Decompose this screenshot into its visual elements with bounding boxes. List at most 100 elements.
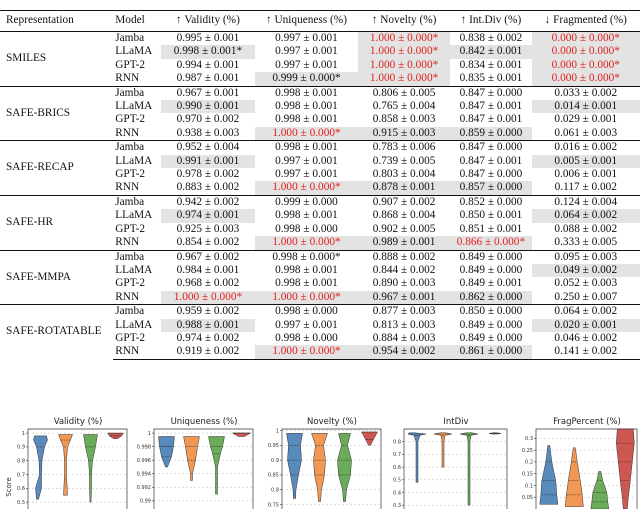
y-tick-label: 0.1 <box>525 483 533 489</box>
fragmented-cell: 0.124 ± 0.004 <box>531 194 640 210</box>
validity-cell: 0.967 ± 0.001 <box>160 85 256 101</box>
uniqueness-cell: 0.998 ± 0.000 <box>255 304 358 319</box>
novelty-cell: 0.888 ± 0.002 <box>357 249 451 264</box>
validity-cell: 0.974 ± 0.002 <box>176 331 240 344</box>
y-tick-label: 0.6 <box>17 486 25 492</box>
header-validity: ↑ Validity (%) <box>160 10 256 32</box>
table-row: LLaMA 0.974 ± 0.001 0.998 ± 0.001 0.868 ± 0… <box>0 209 640 223</box>
intdiv-cell: 0.849 ± 0.000 <box>459 331 523 344</box>
axes-frame <box>535 428 638 509</box>
violin-gpt2 <box>337 433 352 502</box>
fragmented-cell: 0.016 ± 0.002 <box>531 140 640 155</box>
novelty-cell: 0.877 ± 0.003 <box>357 304 451 319</box>
violin-llama <box>58 434 73 496</box>
novelty-cell: 0.783 ± 0.006 <box>357 140 451 155</box>
fragmented-cell: 0.333 ± 0.005 <box>554 236 618 249</box>
y-tick-label: 0.05 <box>522 495 533 501</box>
uniqueness-cell: 0.998 ± 0.001 <box>255 140 358 155</box>
intdiv-cell: 0.835 ± 0.001 <box>459 72 523 85</box>
violin-llama <box>311 433 328 502</box>
model-cell: RNN <box>113 345 161 360</box>
novelty-cell: 0.739 ± 0.005 <box>372 154 436 167</box>
table-row: SAFE-HR Jamba 0.942 ± 0.002 0.999 ± 0.000 0.… <box>0 194 640 250</box>
table-row: RNN 0.987 ± 0.001 0.999 ± 0.000* 1.000 ± 0.… <box>0 72 640 87</box>
panel-title: Novelty (%) <box>307 417 357 427</box>
y-tick-label: 0.6 <box>393 465 401 471</box>
validity-cell: 0.990 ± 0.001 <box>160 100 256 114</box>
violin-plot-figure: Validity (%) 1 0.9 0.8 0.7 0.6 0.5 Score Uniquen… <box>0 410 640 509</box>
novelty-cell: 1.000 ± 0.000* <box>357 45 451 59</box>
intdiv-cell: 0.850 ± 0.001 <box>459 209 523 222</box>
intdiv-cell: 0.849 ± 0.000 <box>450 249 532 264</box>
y-tick-label: 0.3 <box>525 436 533 442</box>
representation-cell: SAFE-MMPA <box>0 249 114 305</box>
novelty-cell: 0.967 ± 0.001 <box>357 290 451 305</box>
validity-cell: 0.883 ± 0.002 <box>176 181 240 194</box>
fragmented-cell: 0.095 ± 0.003 <box>531 249 640 264</box>
novelty-cell: 0.878 ± 0.001 <box>357 181 451 196</box>
model-cell: RNN <box>115 126 140 139</box>
y-tick-label: 0.75 <box>268 502 279 508</box>
uniqueness-cell: 0.998 ± 0.001 <box>275 100 338 113</box>
y-tick-label: 0.992 <box>137 485 151 491</box>
uniqueness-cell: 0.999 ± 0.000* <box>255 72 358 87</box>
table-row: LLaMA 0.990 ± 0.001 0.998 ± 0.001 0.765 ± 0… <box>0 100 640 114</box>
intdiv-cell: 0.847 ± 0.001 <box>459 100 523 113</box>
y-tick-label: 0.7 <box>393 452 401 458</box>
fragmented-cell: 0.000 ± 0.000* <box>531 58 640 73</box>
header-uniqueness: ↑ Uniqueness (%) <box>255 10 358 32</box>
violin-gpt2 <box>459 432 479 506</box>
model-cell: LLaMA <box>115 209 153 222</box>
table-row: RNN 1.000 ± 0.000* 1.000 ± 0.000* 0.967 ± 0… <box>0 290 640 305</box>
uniqueness-cell: 0.997 ± 0.001 <box>275 168 338 181</box>
violin-jamba <box>33 435 48 500</box>
novelty-cell: 1.000 ± 0.000* <box>357 31 451 46</box>
model-cell: Jamba <box>113 85 161 101</box>
model-cell: RNN <box>115 181 140 194</box>
uniqueness-cell: 1.000 ± 0.000* <box>255 236 358 250</box>
table-row: RNN 0.854 ± 0.002 1.000 ± 0.000* 0.989 ± 0.… <box>0 236 640 250</box>
table-row: RNN 0.883 ± 0.002 1.000 ± 0.000* 0.878 ± 0.… <box>0 181 640 196</box>
intdiv-cell: 0.852 ± 0.000 <box>450 194 532 210</box>
model-cell: GPT-2 <box>115 58 145 71</box>
y-tick-label: 1 <box>22 431 25 437</box>
fragmented-cell: 0.029 ± 0.001 <box>554 113 618 126</box>
violin-gpt2 <box>590 471 610 509</box>
validity-cell: 0.967 ± 0.002 <box>160 249 256 264</box>
y-tick-label: 0.15 <box>522 472 533 478</box>
validity-cell: 0.994 ± 0.001 <box>176 58 240 71</box>
header-novelty: ↑ Novelty (%) <box>357 10 451 32</box>
table-row: SAFE-RECAP Jamba 0.952 ± 0.004 0.998 ± 0.00… <box>0 140 640 196</box>
intdiv-cell: 0.851 ± 0.001 <box>459 222 523 235</box>
y-tick-label: 0.95 <box>268 443 279 449</box>
uniqueness-cell: 0.997 ± 0.001 <box>275 58 338 71</box>
validity-cell: 0.959 ± 0.002 <box>160 304 256 319</box>
validity-cell: 1.000 ± 0.000* <box>160 290 256 305</box>
fragmented-cell: 0.052 ± 0.003 <box>554 277 618 290</box>
validity-cell: 0.974 ± 0.001 <box>160 209 256 223</box>
violin-rnn <box>616 428 635 509</box>
intdiv-cell: 0.834 ± 0.001 <box>459 58 523 71</box>
violin-jamba <box>286 433 303 499</box>
table-row: SAFE-BRICS Jamba 0.967 ± 0.001 0.998 ± 0.00… <box>0 85 640 141</box>
validity-cell: 0.942 ± 0.002 <box>160 194 256 210</box>
validity-cell: 0.978 ± 0.002 <box>176 168 240 181</box>
validity-cell: 0.991 ± 0.001 <box>160 154 256 169</box>
table-row: RNN 0.919 ± 0.002 1.000 ± 0.000* 0.954 ± 0.… <box>0 345 640 360</box>
table-row: LLaMA 0.991 ± 0.001 0.997 ± 0.001 0.739 ± 0… <box>0 154 640 169</box>
novelty-cell: 1.000 ± 0.000* <box>357 72 451 87</box>
y-tick-label: 0.8 <box>393 439 401 445</box>
table-row: GPT-2 0.974 ± 0.002 0.998 ± 0.000 0.884 ± 0… <box>0 332 640 345</box>
uniqueness-cell: 1.000 ± 0.000* <box>255 181 358 196</box>
violin-jamba <box>539 445 559 505</box>
header-intdiv: ↑ Int.Div (%) <box>450 10 532 32</box>
y-tick-label: 0.994 <box>137 472 151 478</box>
axes-frame <box>153 428 254 509</box>
y-tick-label: 0.9 <box>17 445 25 451</box>
y-tick-label: 0.99 <box>140 499 151 505</box>
model-cell: LLaMA <box>115 263 153 276</box>
uniqueness-cell: 0.998 ± 0.000 <box>275 331 338 344</box>
intdiv-cell: 0.847 ± 0.000 <box>459 168 523 181</box>
representation-cell: SAFE-HR <box>0 194 114 250</box>
novelty-cell: 0.803 ± 0.004 <box>372 168 436 181</box>
